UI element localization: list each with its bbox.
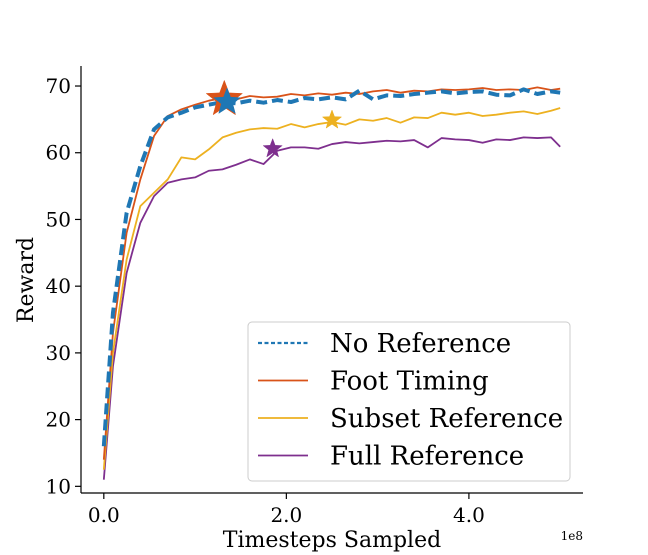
best-marker-full-reference [262, 138, 283, 158]
x-ticks: 0.0 2.0 4.0 [88, 493, 485, 527]
legend-label-subset-reference: Subset Reference [330, 404, 563, 434]
x-tick-label: 0.0 [88, 503, 120, 527]
best-markers [205, 79, 343, 158]
y-tick-label: 40 [46, 274, 71, 298]
y-tick-label: 30 [46, 341, 71, 365]
legend-frame [247, 321, 571, 482]
legend: No Reference Foot Timing Subset Reference F… [247, 321, 571, 482]
x-axis-label: Timesteps Sampled [223, 528, 441, 553]
legend-label-foot-timing: Foot Timing [330, 367, 489, 397]
best-marker-subset-reference [321, 109, 343, 129]
legend-label-full-reference: Full Reference [330, 442, 524, 472]
legend-entries: No Reference Foot Timing Subset Reference F… [258, 329, 563, 472]
series-line-foot-timing [102, 86, 561, 460]
series-line-full-reference [102, 136, 561, 480]
x-tick-label: 4.0 [453, 503, 485, 527]
legend-label-no-reference: No Reference [330, 329, 511, 359]
y-tick-label: 10 [46, 474, 71, 498]
y-tick-label: 60 [46, 141, 71, 165]
y-axis-label: Reward [14, 237, 39, 323]
y-tick-label: 70 [46, 74, 71, 98]
y-tick-label: 20 [46, 408, 71, 432]
x-tick-label: 2.0 [270, 503, 302, 527]
y-ticks: 10 20 30 40 50 60 70 [46, 74, 81, 498]
x-axis-multiplier: 1e8 [561, 529, 583, 543]
y-tick-label: 50 [46, 207, 71, 231]
plot-area: 10 20 30 40 50 60 70 0.0 2.0 4.0 [46, 66, 583, 527]
best-marker-no-reference [213, 87, 242, 114]
